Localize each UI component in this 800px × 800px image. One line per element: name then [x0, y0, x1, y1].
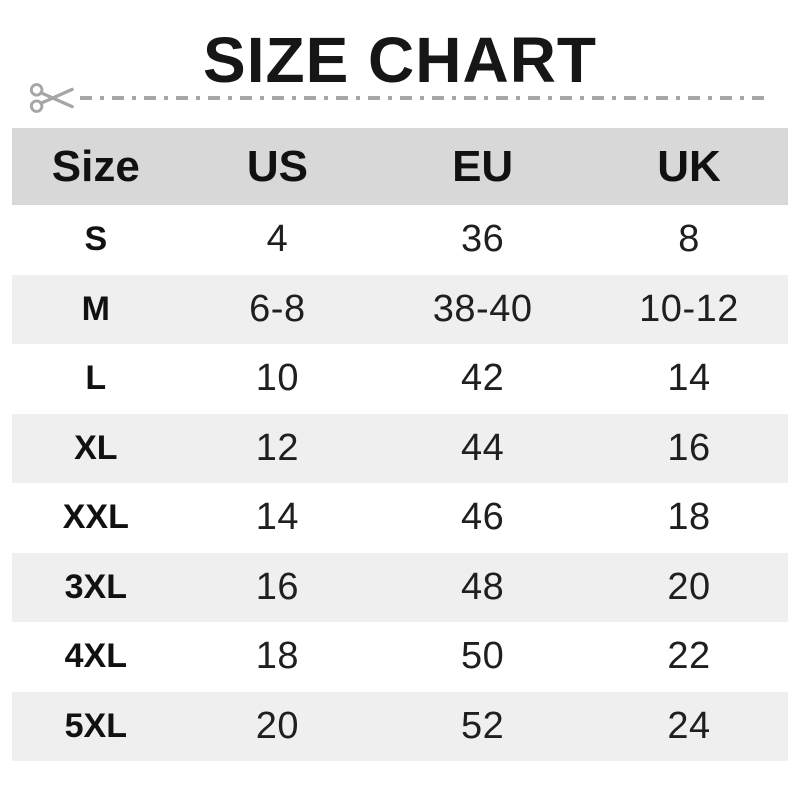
size-table: Size US EU UK S 4 36 8 M 6-8 38-40 10-12… — [12, 128, 788, 761]
cell-eu: 48 — [460, 565, 505, 608]
col-header-eu: EU — [452, 141, 514, 191]
cell-eu: 44 — [460, 426, 505, 469]
cell-size: 4XL — [64, 637, 127, 676]
table-row-4xl: 4XL 18 50 22 — [12, 622, 788, 692]
col-header-uk: UK — [657, 141, 721, 191]
cell-size: M — [81, 289, 110, 328]
cell-size: S — [84, 220, 108, 259]
cell-us: 18 — [255, 635, 300, 678]
cell-eu: 52 — [460, 704, 505, 747]
cell-us: 12 — [255, 426, 300, 469]
table-row-3xl: 3XL 16 48 20 — [12, 552, 788, 622]
table-row-xl: XL 12 44 16 — [12, 413, 788, 483]
cell-eu: 42 — [460, 357, 505, 400]
cell-uk: 24 — [667, 704, 711, 747]
cell-us: 4 — [266, 218, 289, 261]
cell-uk: 14 — [667, 357, 711, 400]
cell-eu: 46 — [460, 496, 505, 539]
cell-size: 5XL — [64, 706, 127, 745]
table-row-xxl: XXL 14 46 18 — [12, 483, 788, 553]
cell-size: 3XL — [64, 567, 127, 606]
col-header-size: Size — [51, 141, 140, 191]
cell-uk: 16 — [667, 426, 711, 469]
table-row-5xl: 5XL 20 52 24 — [12, 691, 788, 761]
scissors-icon — [29, 83, 74, 113]
cell-eu: 38-40 — [432, 287, 533, 330]
cell-size: L — [85, 359, 107, 398]
cell-uk: 10-12 — [639, 287, 739, 330]
cell-eu: 50 — [460, 635, 505, 678]
table-row-m: M 6-8 38-40 10-12 — [12, 274, 788, 344]
dashed-cut-line — [80, 96, 770, 100]
table-header-row: Size US EU UK — [12, 128, 788, 205]
cell-us: 10 — [255, 357, 300, 400]
cell-uk: 20 — [667, 565, 711, 608]
table-row-s: S 4 36 8 — [12, 205, 788, 275]
cut-here-divider — [28, 78, 770, 118]
cell-uk: 22 — [667, 635, 711, 678]
cell-us: 20 — [255, 704, 300, 747]
cell-us: 14 — [255, 496, 300, 539]
cell-us: 16 — [255, 565, 300, 608]
cell-size: XXL — [62, 498, 129, 537]
cell-us: 6-8 — [249, 287, 306, 330]
table-row-l: L 10 42 14 — [12, 344, 788, 414]
cell-uk: 18 — [667, 496, 711, 539]
cell-eu: 36 — [460, 218, 505, 261]
cell-size: XL — [74, 428, 118, 467]
page-title: SIZE CHART — [203, 24, 597, 96]
cell-uk: 8 — [678, 218, 700, 261]
col-header-us: US — [246, 141, 308, 191]
